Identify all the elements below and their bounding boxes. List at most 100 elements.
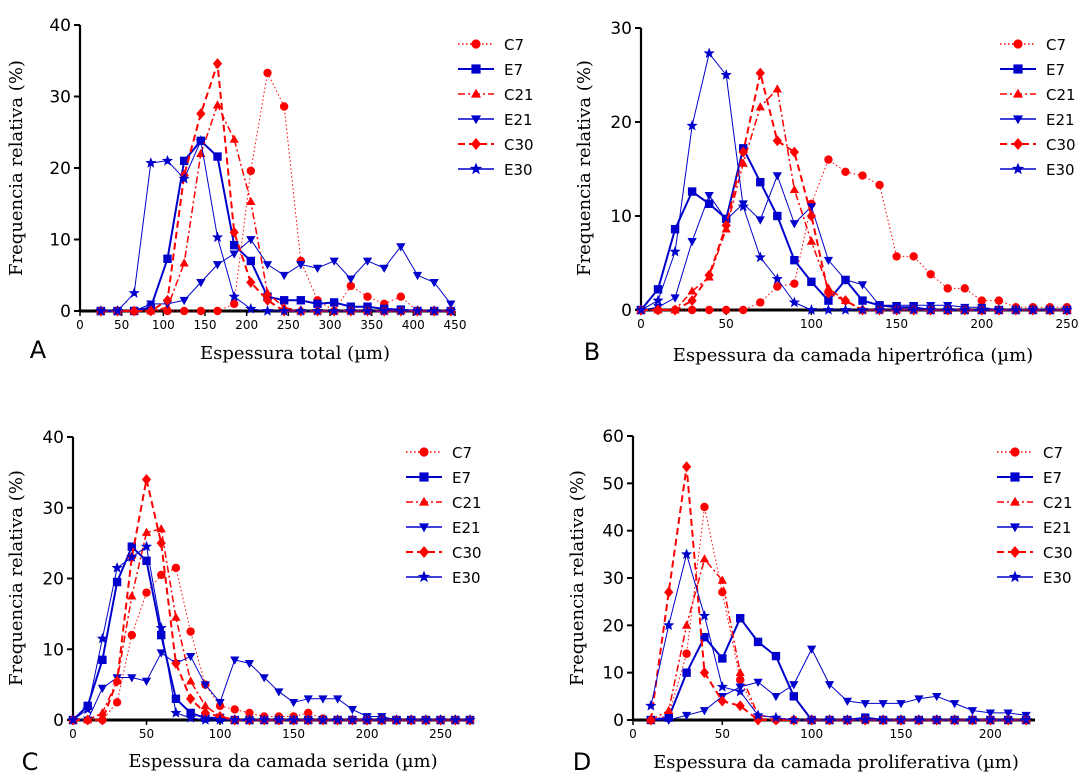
- data-point: [145, 157, 157, 168]
- data-point: [411, 305, 424, 316]
- data-point: [687, 286, 697, 295]
- data-point: [313, 299, 322, 309]
- x-tick-label: 200: [970, 317, 993, 331]
- data-point: [378, 305, 390, 316]
- legend-label: E21: [1046, 111, 1075, 129]
- data-point: [279, 102, 289, 111]
- data-point: [295, 305, 307, 316]
- data-point: [687, 187, 697, 196]
- data-point: [259, 674, 269, 683]
- data-point: [859, 714, 871, 725]
- data-point: [435, 714, 447, 725]
- series-c30: [96, 58, 456, 317]
- x-tick-label: 0: [629, 727, 637, 741]
- data-point: [245, 708, 254, 718]
- data-point: [376, 714, 388, 725]
- data-point: [1003, 709, 1013, 718]
- data-point: [274, 688, 284, 697]
- legend-label: E21: [504, 111, 533, 129]
- data-point: [170, 707, 182, 718]
- y-tick-label: 10: [42, 640, 64, 660]
- data-point: [303, 695, 313, 704]
- data-point: [699, 554, 710, 563]
- data-point: [824, 155, 833, 164]
- data-point: [246, 196, 256, 205]
- legend: C7 E7 C21 E21 C30 E30: [458, 36, 534, 179]
- series-c30: [636, 67, 1072, 316]
- x-tick-label: 200: [356, 727, 379, 741]
- legend-marker: [470, 88, 482, 98]
- data-point: [449, 714, 461, 725]
- data-point: [755, 67, 765, 79]
- data-point: [126, 551, 138, 563]
- data-point: [1010, 304, 1022, 315]
- data-point: [179, 156, 189, 166]
- data-point: [379, 264, 389, 273]
- legend-label: E30: [504, 161, 533, 179]
- data-point: [146, 305, 156, 317]
- data-point: [717, 695, 727, 707]
- y-tick-label: 30: [602, 569, 624, 589]
- panel-letter: D: [573, 748, 591, 776]
- data-point: [704, 305, 714, 315]
- data-point: [967, 707, 978, 716]
- series-c7: [96, 68, 456, 316]
- data-point: [141, 677, 152, 686]
- series-e21: [96, 236, 456, 316]
- y-tick-label: 20: [42, 570, 64, 590]
- data-point: [772, 172, 782, 181]
- series-e30: [645, 548, 1032, 725]
- data-point: [858, 171, 867, 180]
- data-point: [332, 714, 344, 725]
- data-point: [960, 284, 969, 293]
- y-tick-label: 30: [42, 499, 64, 519]
- data-point: [895, 714, 907, 725]
- data-point: [790, 279, 799, 288]
- data-point: [214, 714, 226, 725]
- data-point: [735, 667, 745, 677]
- legend-marker: [469, 162, 483, 175]
- data-point: [755, 216, 765, 225]
- data-point: [737, 200, 749, 212]
- data-point: [1002, 714, 1014, 725]
- data-point: [157, 570, 166, 580]
- x-tick-label: 0: [76, 318, 84, 332]
- data-point: [199, 714, 211, 725]
- data-point: [789, 146, 799, 158]
- x-tick-label: 450: [444, 318, 467, 332]
- data-point: [807, 277, 816, 286]
- data-point: [703, 47, 715, 59]
- data-point: [635, 304, 647, 315]
- data-point: [278, 305, 290, 316]
- x-tick-label: 200: [979, 727, 1002, 741]
- data-point: [805, 304, 817, 315]
- data-point: [346, 281, 356, 291]
- data-point: [245, 302, 257, 314]
- data-point: [913, 714, 925, 725]
- legend-label: E7: [452, 469, 471, 487]
- data-point: [329, 257, 339, 266]
- x-tick-label: 250: [277, 318, 300, 332]
- legend-marker: [1009, 546, 1021, 558]
- series-line: [100, 62, 451, 312]
- data-point: [186, 652, 196, 662]
- data-point: [755, 102, 765, 111]
- data-point: [429, 279, 439, 288]
- x-tick-label: 250: [429, 727, 452, 741]
- series-line: [100, 104, 451, 312]
- data-point: [822, 304, 835, 315]
- y-tick-label: 10: [49, 231, 71, 251]
- data-point: [704, 191, 714, 201]
- data-point: [185, 712, 197, 723]
- legend-marker: [470, 115, 482, 125]
- data-point: [875, 180, 884, 190]
- data-point: [840, 295, 851, 307]
- y-tick-label: 0: [53, 711, 64, 731]
- legend-marker: [1010, 447, 1020, 457]
- data-point: [196, 148, 206, 158]
- data-point: [262, 261, 273, 270]
- data-point: [261, 305, 274, 316]
- panel-letter: B: [584, 338, 600, 366]
- y-tick-label: 10: [602, 664, 624, 684]
